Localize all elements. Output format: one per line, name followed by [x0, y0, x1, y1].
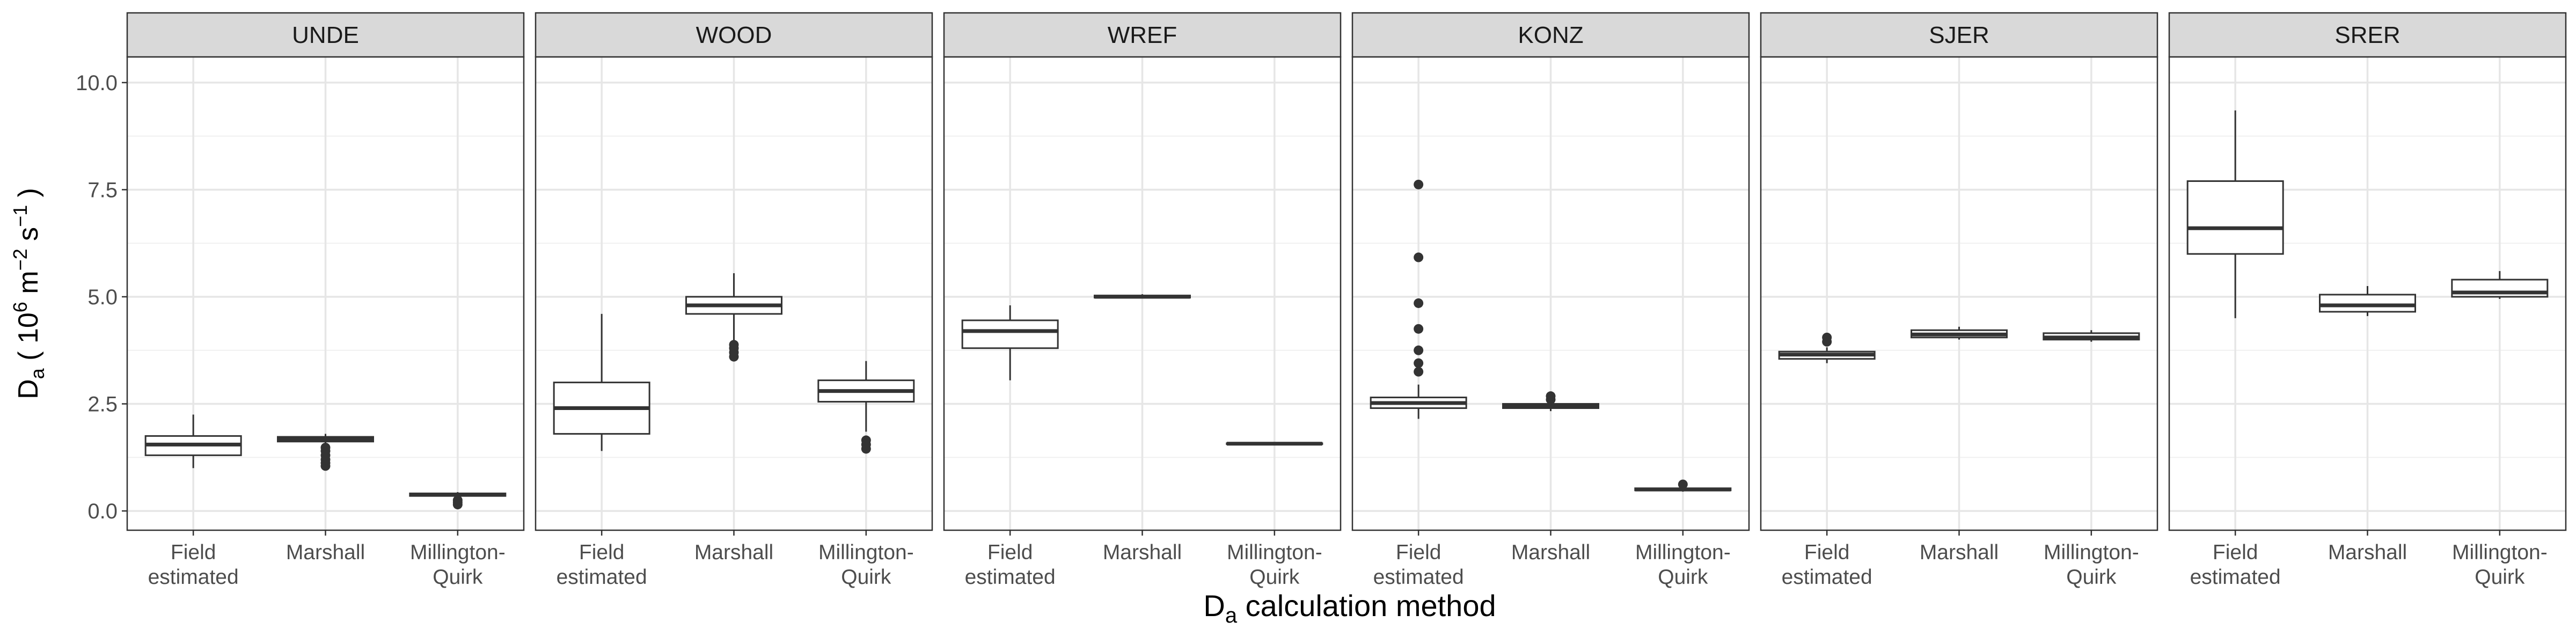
facet-strip-label: SRER — [2334, 22, 2400, 48]
y-tick-label: 7.5 — [87, 178, 118, 202]
x-tick-label: Field — [579, 541, 625, 564]
outlier-point — [1678, 479, 1688, 489]
boxplot-srer-0 — [2186, 110, 2284, 318]
x-axis-title: Da calculation method — [1203, 589, 1496, 627]
boxplot-wood-0 — [553, 313, 650, 451]
x-tick-label: Quirk — [1658, 566, 1708, 589]
boxplot-wref-2 — [1226, 442, 1323, 446]
outlier-point — [1414, 345, 1424, 355]
x-tick-label: Marshall — [694, 541, 773, 564]
boxplot-wood-1 — [685, 273, 782, 362]
outlier-point — [1822, 332, 1832, 342]
boxplot-unde-1 — [277, 434, 374, 471]
x-tick-label: estimated — [557, 566, 647, 589]
boxplot-srer-1 — [2319, 286, 2416, 316]
facet-strip — [1351, 12, 1750, 58]
x-tick-label: Field — [1396, 541, 1441, 564]
facet-strip-label: WOOD — [696, 22, 772, 48]
x-tick-label: Marshall — [1511, 541, 1590, 564]
x-tick-label: Millington- — [1635, 541, 1731, 564]
box-iqr — [2186, 180, 2284, 255]
boxplot-wref-0 — [961, 305, 1059, 380]
facet-strip-label: WREF — [1108, 22, 1177, 48]
outlier-point — [1414, 252, 1424, 262]
x-tick-label: Marshall — [2328, 541, 2407, 564]
boxplot-unde-2 — [409, 492, 507, 510]
x-tick-label: Marshall — [1103, 541, 1182, 564]
boxplot-wref-1 — [1094, 294, 1191, 299]
facet-strip-label: UNDE — [292, 22, 359, 48]
boxplot-konz-0 — [1370, 179, 1467, 419]
facet-strip — [943, 12, 1342, 58]
x-tick-label: estimated — [1373, 566, 1464, 589]
x-tick-label: Millington- — [2044, 541, 2139, 564]
facet-strip — [126, 12, 525, 58]
x-tick-label: Quirk — [433, 566, 483, 589]
y-tick-label: 5.0 — [87, 286, 118, 309]
x-tick-label: Field — [171, 541, 216, 564]
x-tick-label: Millington- — [410, 541, 506, 564]
outlier-point — [320, 442, 331, 452]
y-tick-label: 0.0 — [87, 500, 118, 523]
facet-strip — [535, 12, 933, 58]
boxplot-sjer-2 — [2043, 330, 2140, 342]
outlier-point — [1414, 358, 1424, 368]
x-tick-label: Marshall — [286, 541, 365, 564]
boxplot-wood-2 — [817, 361, 915, 454]
x-tick-label: estimated — [1782, 566, 1872, 589]
x-tick-label: Quirk — [841, 566, 891, 589]
boxplot-unde-0 — [144, 414, 242, 469]
boxplot-konz-2 — [1634, 479, 1732, 492]
facet-strip — [2168, 12, 2567, 58]
y-tick-label: 2.5 — [87, 393, 118, 416]
outlier-point — [1414, 324, 1424, 334]
box-iqr — [961, 319, 1059, 349]
x-tick-label: estimated — [2190, 566, 2281, 589]
outlier-point — [1414, 367, 1424, 377]
x-tick-label: Field — [987, 541, 1033, 564]
y-axis-title: Da ( 106 m−2 s−1 ) — [9, 188, 48, 399]
x-tick-label: estimated — [965, 566, 1056, 589]
y-tick-label: 10.0 — [76, 71, 118, 95]
boxplot-srer-2 — [2451, 271, 2549, 299]
boxplot-sjer-0 — [1778, 332, 1876, 363]
box-iqr — [2319, 294, 2416, 313]
outlier-point — [1414, 179, 1424, 189]
x-tick-label: Field — [1804, 541, 1850, 564]
x-tick-label: Millington- — [2452, 541, 2548, 564]
boxplot-sjer-1 — [1911, 326, 2008, 340]
outlier-point — [1414, 298, 1424, 308]
boxplot-konz-1 — [1502, 391, 1599, 412]
x-tick-label: Millington- — [818, 541, 914, 564]
x-tick-label: Quirk — [2475, 566, 2525, 589]
x-tick-label: Field — [2213, 541, 2258, 564]
x-tick-label: Millington- — [1227, 541, 1322, 564]
outlier-point — [861, 435, 871, 445]
x-tick-label: estimated — [148, 566, 239, 589]
facet-strip-label: KONZ — [1518, 22, 1583, 48]
x-tick-label: Quirk — [1249, 566, 1300, 589]
x-tick-label: Quirk — [2066, 566, 2117, 589]
facet-strip — [1760, 12, 2158, 58]
outlier-point — [452, 495, 463, 506]
x-tick-label: Marshall — [1920, 541, 1999, 564]
facet-strip-label: SJER — [1929, 22, 1989, 48]
y-axis: 0.0 2.5 5.0 7.5 10.0 — [76, 71, 127, 523]
outlier-point — [1546, 391, 1556, 401]
outlier-point — [729, 340, 739, 350]
